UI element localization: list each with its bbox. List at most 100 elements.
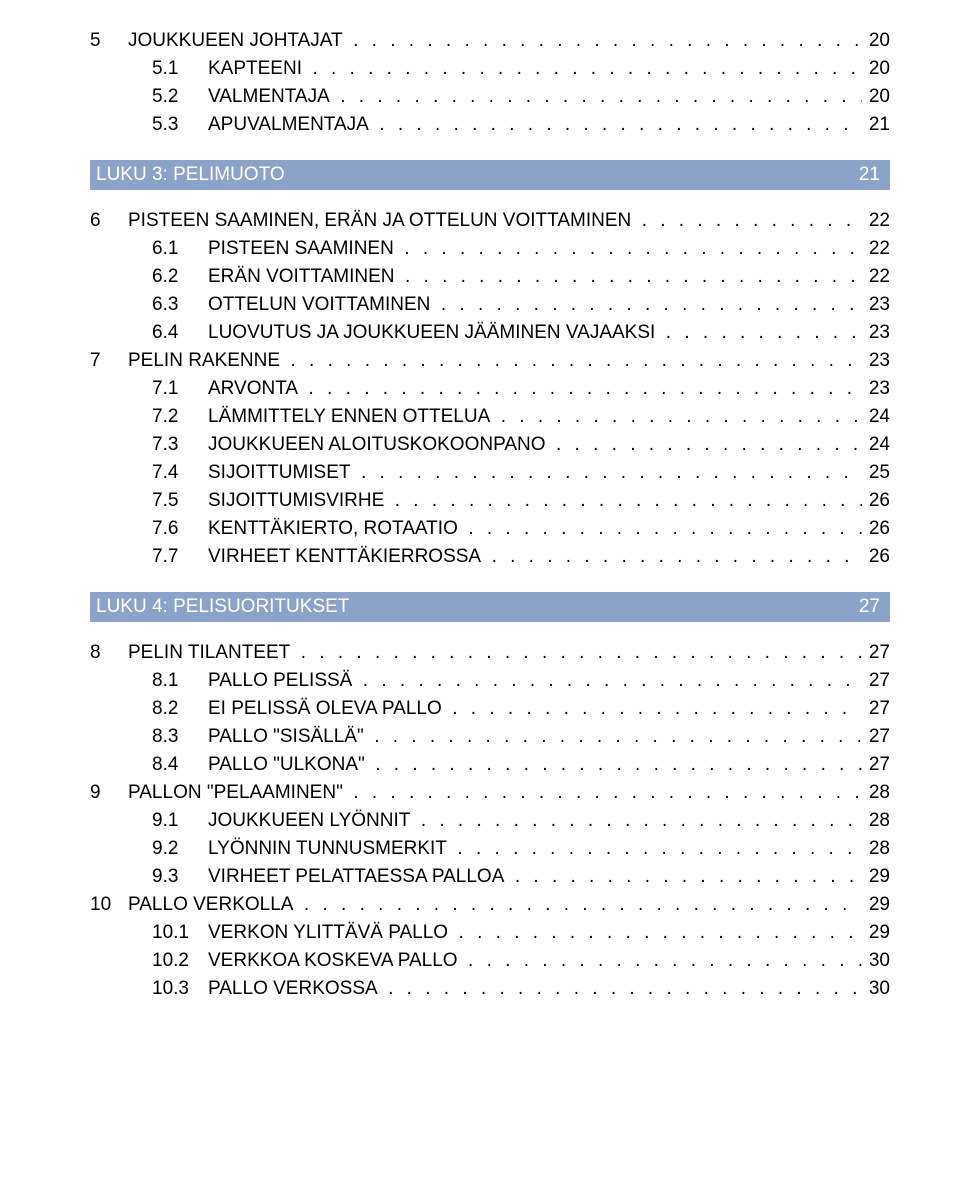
section-number: 5 [90,30,128,52]
page-number: 29 [862,922,890,944]
page-number: 28 [862,810,890,832]
subsection-label: LÄMMITTELY ENNEN OTTELUA [208,406,490,428]
subsection-label: ARVONTA [208,378,298,400]
leader-dots [399,266,862,288]
toc-subsection-line: 7.4SIJOITTUMISET 25 [90,462,890,484]
subsection-number: 7.3 [152,434,208,456]
page-number: 20 [862,86,890,108]
toc-subsection-line: 7.7VIRHEET KENTTÄKIERROSSA 26 [90,546,890,568]
toc-subsection-line: 7.1ARVONTA 23 [90,378,890,400]
toc-subsection-line: 6.1PISTEEN SAAMINEN 22 [90,238,890,260]
toc-section: 9PALLON "PELAAMINEN" 28 9.1JOUKKUEEN LYÖN… [90,782,890,888]
toc-subsection-line: 8.2EI PELISSÄ OLEVA PALLO 27 [90,698,890,720]
chapter-title: LUKU 4: PELISUORITUKSET [96,596,349,618]
leader-dots [357,670,862,692]
page-number: 22 [862,210,890,232]
leader-dots [295,642,862,664]
toc-subsection-line: 9.3VIRHEET PELATTAESSA PALLOA 29 [90,866,890,888]
leader-dots [285,350,863,372]
page-number: 27 [862,670,890,692]
subsection-number: 6.4 [152,322,208,344]
toc-subsection-line: 8.3PALLO "SISÄLLÄ" 27 [90,726,890,748]
toc-section: 10PALLO VERKOLLA 2910.1VERKON YLITTÄVÄ P… [90,894,890,1000]
leader-dots [373,114,862,136]
page-number: 29 [862,894,890,916]
toc-section: 5JOUKKUEEN JOHTAJAT 205.1KAPTEENI 205.2V… [90,30,890,136]
page-number: 22 [862,238,890,260]
leader-dots [355,462,862,484]
subsection-number: 5.3 [152,114,208,136]
page-number: 28 [862,838,890,860]
chapter-title: LUKU 3: PELIMUOTO [96,164,285,186]
chapter-page: 27 [859,596,880,618]
subsection-number: 8.3 [152,726,208,748]
toc-section-line: 6PISTEEN SAAMINEN, ERÄN JA OTTELUN VOITT… [90,210,890,232]
subsection-label: KENTTÄKIERTO, ROTAATIO [208,518,458,540]
leader-dots [389,490,862,512]
leader-dots [495,406,862,428]
subsection-number: 8.2 [152,698,208,720]
toc-subsection-line: 6.4LUOVUTUS JA JOUKKUEEN JÄÄMINEN VAJAAK… [90,322,890,344]
subsection-number: 6.2 [152,266,208,288]
subsection-number: 9.1 [152,810,208,832]
section-label: PELIN TILANTEET [128,642,290,664]
toc-section: 7PELIN RAKENNE 23 7.1ARVONTA 23 7.2LÄMMITT… [90,350,890,568]
toc-subsection-line: 7.2LÄMMITTELY ENNEN OTTELUA 24 [90,406,890,428]
subsection-number: 10.2 [152,950,208,972]
subsection-number: 6.3 [152,294,208,316]
section-number: 9 [90,782,128,804]
section-number: 7 [90,350,128,372]
page-number: 27 [862,698,890,720]
leader-dots [347,782,862,804]
page-number: 28 [862,782,890,804]
leader-dots [415,810,862,832]
toc-subsection-line: 9.1JOUKKUEEN LYÖNNIT 28 [90,810,890,832]
toc-subsection-line: 7.6KENTTÄKIERTO, ROTAATIO 26 [90,518,890,540]
page-number: 27 [862,754,890,776]
leader-dots [382,978,862,1000]
leader-dots [550,434,862,456]
toc-subsection-line: 7.5SIJOITTUMISVIRHE 26 [90,490,890,512]
page-number: 29 [862,866,890,888]
page-number: 20 [862,58,890,80]
toc-subsection-line: 9.2LYÖNNIN TUNNUSMERKIT 28 [90,838,890,860]
toc-subsection-line: 10.2VERKKOA KOSKEVA PALLO 30 [90,950,890,972]
chapter-heading-bar: LUKU 3: PELIMUOTO 21 [90,160,890,190]
toc-subsection-line: 8.4PALLO "ULKONA" 27 [90,754,890,776]
page-number: 30 [862,978,890,1000]
section-number: 6 [90,210,128,232]
subsection-number: 7.7 [152,546,208,568]
subsection-label: SIJOITTUMISVIRHE [208,490,384,512]
leader-dots [334,86,862,108]
toc-section-line: 9PALLON "PELAAMINEN" 28 [90,782,890,804]
page-number: 23 [862,322,890,344]
subsection-label: APUVALMENTAJA [208,114,369,136]
subsection-number: 9.2 [152,838,208,860]
toc-page: 5JOUKKUEEN JOHTAJAT 205.1KAPTEENI 205.2V… [90,30,890,1000]
page-number: 22 [862,266,890,288]
subsection-label: VIRHEET PELATTAESSA PALLOA [208,866,504,888]
chapter-page: 21 [859,164,880,186]
section-label: PELIN RAKENNE [128,350,280,372]
toc-section-line: 7PELIN RAKENNE 23 [90,350,890,372]
toc-subsection-line: 10.1VERKON YLITTÄVÄ PALLO 29 [90,922,890,944]
section-number: 8 [90,642,128,664]
page-number: 26 [862,518,890,540]
subsection-number: 7.2 [152,406,208,428]
subsection-number: 10.1 [152,922,208,944]
leader-dots [435,294,862,316]
leader-dots [462,950,862,972]
subsection-number: 7.4 [152,462,208,484]
leader-dots [636,210,862,232]
leader-dots [368,726,862,748]
subsection-label: VERKKOA KOSKEVA PALLO [208,950,458,972]
toc-section: 8PELIN TILANTEET 278.1PALLO PELISSÄ 278.… [90,642,890,776]
toc-subsection-line: 5.3APUVALMENTAJA 21 [90,114,890,136]
subsection-label: VIRHEET KENTTÄKIERROSSA [208,546,481,568]
leader-dots [306,58,862,80]
toc-section-line: 8PELIN TILANTEET 27 [90,642,890,664]
page-number: 24 [862,406,890,428]
toc-subsection-line: 6.3OTTELUN VOITTAMINEN 23 [90,294,890,316]
subsection-number: 8.4 [152,754,208,776]
page-number: 23 [862,294,890,316]
